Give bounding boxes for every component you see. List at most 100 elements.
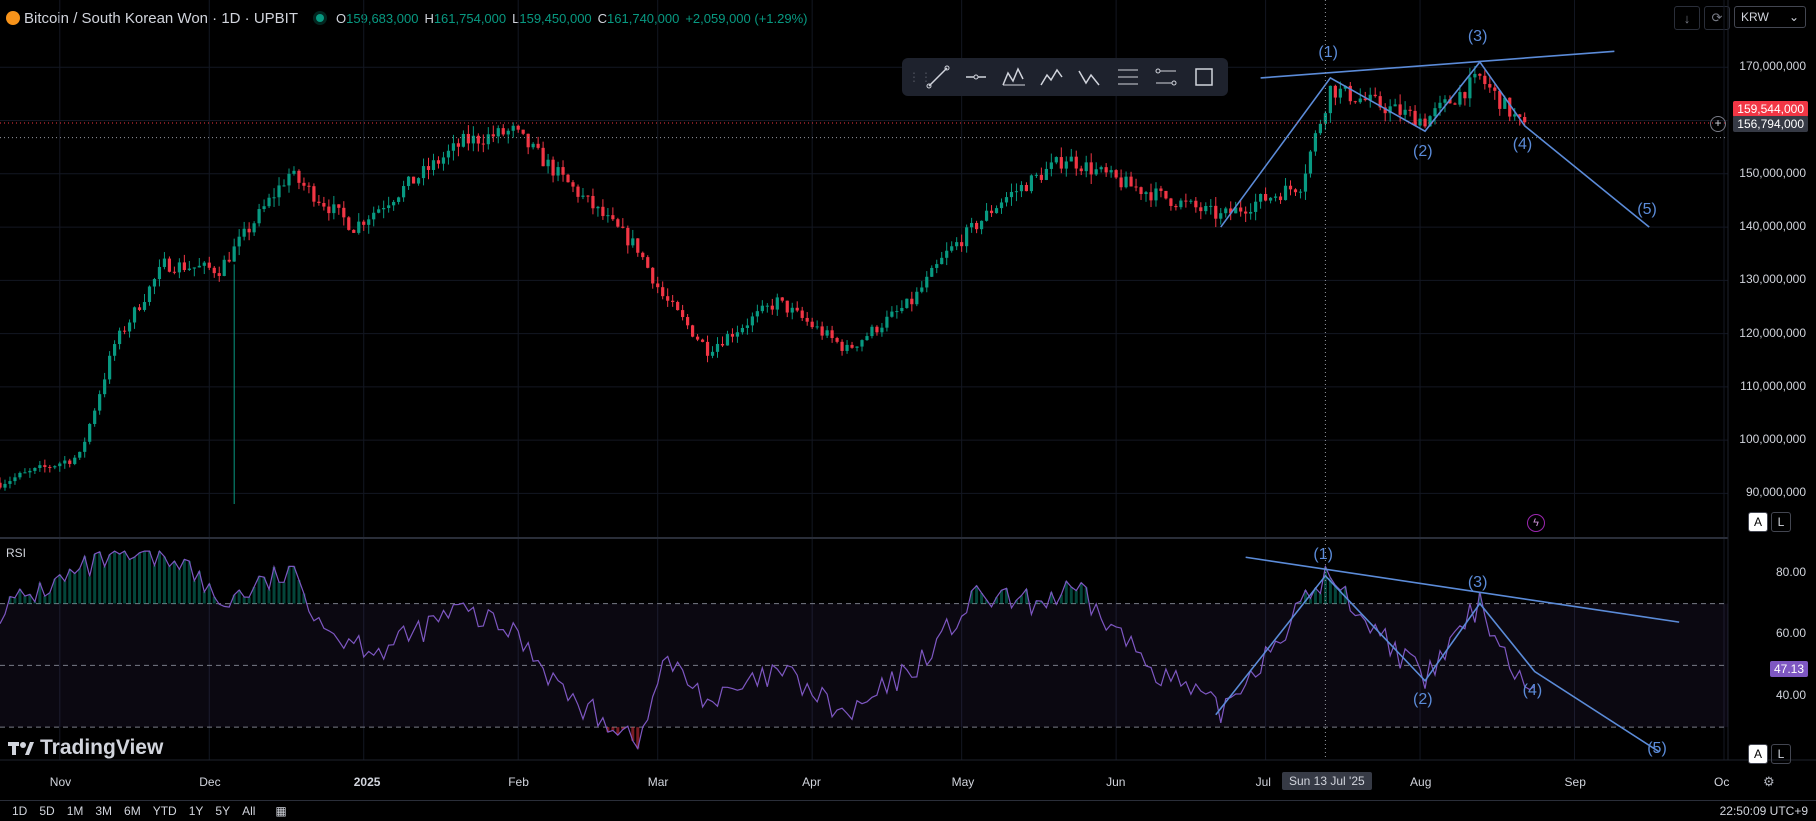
candle-body xyxy=(187,268,191,270)
candle-body xyxy=(142,302,147,310)
candle-body xyxy=(690,325,695,337)
candle-body xyxy=(965,227,969,247)
candle-body xyxy=(984,210,989,221)
elliott-correction-tool-icon[interactable] xyxy=(1074,62,1106,92)
log-scale-button-rsi[interactable]: L xyxy=(1771,744,1791,764)
candle-body xyxy=(1149,192,1153,201)
lightning-icon[interactable]: ϟ xyxy=(1527,514,1545,532)
wave-label-price: (2) xyxy=(1413,143,1433,161)
candle-body xyxy=(1004,197,1009,203)
candle-body xyxy=(1443,99,1447,103)
candle-body xyxy=(1278,196,1283,201)
rsi-label[interactable]: RSI xyxy=(6,546,27,560)
period-button-6m[interactable]: 6M xyxy=(124,804,141,818)
fib-retracement-tool-icon[interactable] xyxy=(1112,62,1144,92)
horizontal-line-tool-icon[interactable] xyxy=(960,62,992,92)
candle-body xyxy=(88,423,92,442)
tradingview-logo[interactable]: TradingView xyxy=(8,736,163,760)
candle-body xyxy=(1448,99,1452,104)
period-button-all[interactable]: All xyxy=(242,804,256,818)
candle-body xyxy=(202,262,206,266)
refresh-icon[interactable]: ⟳ xyxy=(1704,6,1730,30)
candle-body xyxy=(755,311,759,317)
candle-body xyxy=(506,130,510,135)
candle-body xyxy=(780,297,784,301)
currency-select[interactable]: KRW ⌄ xyxy=(1734,6,1806,28)
rectangle-tool-icon[interactable] xyxy=(1188,62,1220,92)
period-button-1m[interactable]: 1M xyxy=(66,804,84,818)
candle-body xyxy=(416,178,421,184)
settings-gear-icon[interactable]: ⚙ xyxy=(1763,774,1775,789)
candle-body xyxy=(152,279,157,287)
candle-body xyxy=(890,311,894,317)
candle-body xyxy=(1259,193,1263,202)
candle-body xyxy=(1478,73,1482,76)
candle-body xyxy=(979,220,984,230)
candle-body xyxy=(122,330,127,332)
candle-body xyxy=(710,351,715,356)
candle-body xyxy=(127,322,132,332)
log-scale-button[interactable]: L xyxy=(1771,512,1791,532)
candle-body xyxy=(591,195,595,209)
period-button-1d[interactable]: 1D xyxy=(12,804,28,818)
period-button-3m[interactable]: 3M xyxy=(95,804,113,818)
month-label: Feb xyxy=(508,775,529,789)
trendline-tool-icon[interactable] xyxy=(922,62,954,92)
tradingview-wordmark: TradingView xyxy=(40,736,164,759)
candle-body xyxy=(686,317,690,326)
candle-body xyxy=(835,338,839,342)
candle-body xyxy=(1438,102,1442,109)
candle-body xyxy=(1523,116,1527,123)
elliott-impulse-tool-icon[interactable] xyxy=(1036,62,1068,92)
candle-body xyxy=(825,330,829,336)
candle-body xyxy=(800,310,804,318)
candle-body xyxy=(705,341,710,356)
candle-body xyxy=(1408,109,1412,111)
candle-body xyxy=(387,205,391,208)
download-icon[interactable]: ↓ xyxy=(1674,6,1700,30)
rsi-line xyxy=(0,549,1536,751)
candle-body xyxy=(1378,96,1382,108)
auto-scale-button[interactable]: A xyxy=(1748,512,1768,532)
candle-body xyxy=(1029,175,1034,192)
range-tool-icon[interactable] xyxy=(1150,62,1182,92)
period-button-5d[interactable]: 5D xyxy=(39,804,55,818)
candle-body xyxy=(501,128,505,135)
candle-body xyxy=(466,133,470,144)
symbol-title[interactable]: Bitcoin / South Korean Won · 1D · UPBIT xyxy=(24,9,299,27)
market-status-dot-icon xyxy=(316,14,325,22)
candle-body xyxy=(1239,207,1243,212)
candle-body xyxy=(631,238,635,246)
candle-body xyxy=(227,259,231,262)
clock[interactable]: 22:50:09 UTC+9 xyxy=(1719,804,1808,818)
pattern-tool-icon[interactable] xyxy=(998,62,1030,92)
candle-body xyxy=(915,291,919,305)
candle-body xyxy=(247,228,251,233)
candle-body xyxy=(172,271,176,273)
candle-body xyxy=(292,170,296,174)
add-alert-icon[interactable]: + xyxy=(1710,116,1726,132)
candle-body xyxy=(720,343,725,346)
price-trendline xyxy=(1260,50,1615,79)
candle-body xyxy=(18,472,22,478)
candle-body xyxy=(989,210,994,214)
ohlc-high: H161,754,000 xyxy=(424,11,506,26)
auto-scale-button-rsi[interactable]: A xyxy=(1748,744,1768,764)
candle-body xyxy=(421,166,426,179)
period-button-5y[interactable]: 5Y xyxy=(215,804,231,818)
candle-body xyxy=(197,265,201,268)
candle-body xyxy=(676,302,680,311)
candle-body xyxy=(765,305,769,307)
period-button-1y[interactable]: 1Y xyxy=(188,804,204,818)
candle-body xyxy=(895,311,899,313)
candle-body xyxy=(1099,167,1103,170)
candle-body xyxy=(1164,190,1168,199)
candle-body xyxy=(955,242,959,247)
candle-body xyxy=(451,143,456,151)
chart-svg[interactable] xyxy=(0,0,1816,800)
period-button-ytd[interactable]: YTD xyxy=(152,804,177,818)
candle-body xyxy=(33,468,37,471)
calendar-icon[interactable]: ▦ xyxy=(275,804,287,818)
candle-body xyxy=(671,300,675,303)
toolbar-grip-icon[interactable]: ⋮⋮ xyxy=(908,70,932,84)
